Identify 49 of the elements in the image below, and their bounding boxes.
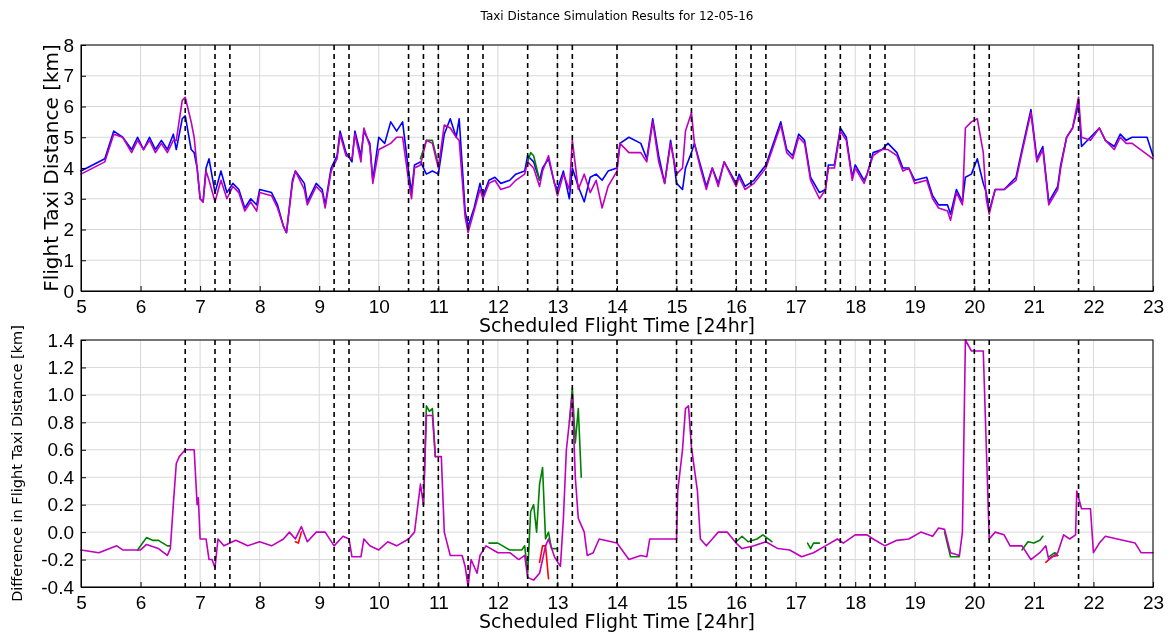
- y-tick-label: 7: [63, 65, 74, 87]
- y-tick-label: 0.6: [47, 439, 74, 461]
- x-tick-label: 7: [195, 592, 206, 614]
- x-tick-label: 11: [428, 296, 449, 318]
- y-tick-label: 0.8: [47, 411, 74, 433]
- x-tick-label: 9: [314, 592, 326, 614]
- x-tick-label: 19: [904, 296, 926, 318]
- x-tick-label: 9: [314, 296, 326, 318]
- y-tick-label: 1: [63, 249, 74, 271]
- line-series: [80, 339, 1154, 588]
- y-tick-label: 1.4: [47, 329, 75, 351]
- y-tick-label: 5: [63, 126, 74, 148]
- x-tick-label: 6: [135, 592, 147, 614]
- x-tick-label: 8: [254, 296, 266, 318]
- x-tick-label: 20: [964, 296, 986, 318]
- x-tick-label: 21: [1023, 592, 1045, 614]
- y-tick-label: -0.4: [41, 576, 75, 598]
- x-tick-label: 11: [428, 592, 449, 614]
- y-tick-label: 8: [63, 34, 74, 56]
- x-tick-label: 7: [195, 296, 206, 318]
- y-tick-label: 0.2: [47, 494, 74, 516]
- y-tick-label: -0.2: [41, 549, 74, 571]
- y-tick-label: 2: [63, 219, 74, 241]
- y-tick-label: 6: [63, 96, 74, 118]
- x-tick-label: 8: [254, 592, 266, 614]
- chart-title: Taxi Distance Simulation Results for 12-05-16: [479, 9, 754, 23]
- y-axis-title: Difference in Flight Taxi Distance [km]: [9, 325, 25, 602]
- x-tick-label: 21: [1023, 296, 1045, 318]
- y-axis-title: Flight Taxi Distance [km]: [39, 44, 63, 292]
- y-tick-label: 1.0: [47, 384, 74, 406]
- y-tick-label: 0.4: [47, 466, 75, 488]
- y-tick-label: 0: [63, 280, 74, 302]
- x-tick-label: 18: [845, 296, 867, 318]
- x-tick-label: 18: [845, 592, 867, 614]
- x-tick-label: 10: [368, 592, 390, 614]
- x-tick-label: 22: [1083, 296, 1105, 318]
- x-tick-label: 22: [1083, 592, 1105, 614]
- x-tick-label: 19: [904, 592, 926, 614]
- x-tick-label: 17: [785, 592, 807, 614]
- x-tick-label: 23: [1142, 296, 1165, 318]
- x-tick-label: 23: [1142, 592, 1165, 614]
- y-tick-label: 0.0: [47, 521, 74, 543]
- y-tick-label: 3: [63, 188, 74, 210]
- x-tick-label: 6: [135, 296, 147, 318]
- x-tick-label: 10: [368, 296, 390, 318]
- y-tick-label: 4: [63, 157, 75, 179]
- y-tick-label: 1.2: [47, 357, 74, 379]
- x-tick-label: 17: [785, 296, 807, 318]
- x-tick-label: 20: [964, 592, 986, 614]
